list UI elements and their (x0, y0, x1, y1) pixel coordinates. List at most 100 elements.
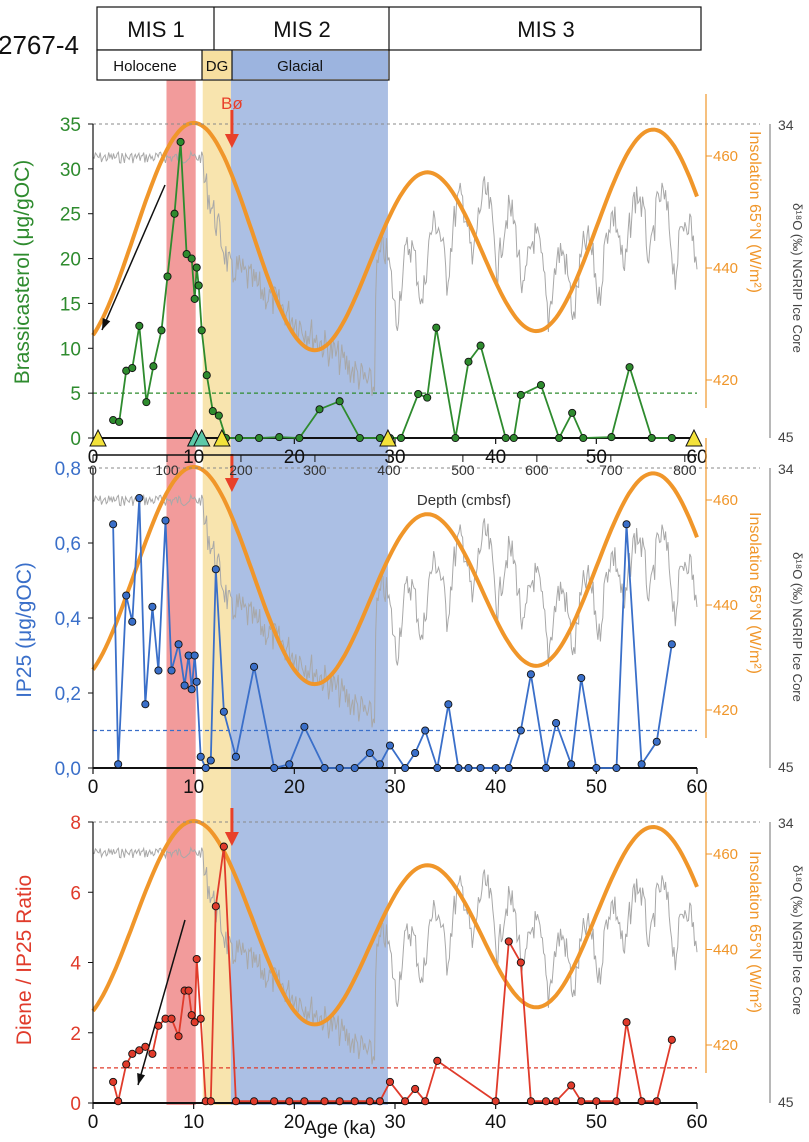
data-point-middle (476, 763, 485, 773)
y-tick-label-top: 20 (60, 250, 81, 271)
ngrip-axis-title-middle: δ¹⁸O (‰) NGRIP Ice Core (790, 552, 805, 702)
data-point-middle (300, 722, 309, 731)
trend-arrow-line (137, 919, 186, 1086)
insolation-curve-middle (91, 464, 699, 687)
data-point-bottom (190, 1018, 199, 1027)
trend-arrow-head (102, 318, 111, 330)
y-tick-label-middle: 0,8 (55, 459, 81, 480)
insolation-tick-label-middle: 420 (713, 702, 738, 719)
data-point-middle (135, 493, 144, 503)
data-point-middle (148, 602, 157, 611)
depth-tick-label: 500 (451, 462, 475, 478)
data-point-top (625, 363, 634, 372)
data-point-middle (180, 681, 189, 690)
data-point-middle (541, 763, 551, 773)
series-layer (89, 137, 703, 1106)
data-point-top (202, 371, 211, 380)
data-point-bottom (577, 1097, 586, 1106)
data-point-bottom (320, 1097, 329, 1106)
data-point-bottom (122, 1060, 131, 1069)
data-point-top (315, 405, 324, 414)
depth-tick-label: 200 (229, 462, 253, 478)
glacial-label: Glacial (277, 58, 323, 75)
insolation-tick-label-bottom: 460 (713, 846, 738, 863)
data-point-middle (201, 763, 210, 773)
event-arrow-head-bottom (224, 832, 239, 846)
insolation-tick-label-top: 420 (713, 372, 738, 389)
x-tick-label-bottom: 30 (384, 1112, 405, 1133)
data-point-middle (122, 591, 131, 600)
data-point-middle (109, 520, 118, 529)
mis-header-frame (96, 6, 702, 51)
core-label: 2767-4 (0, 30, 79, 60)
x-tick-label-bottom: 0 (88, 1112, 99, 1133)
ngrip-tick-label-top: 45 (778, 429, 794, 445)
data-point-bottom (174, 1032, 183, 1041)
data-point-middle (211, 565, 220, 574)
mis3-label: MIS 3 (517, 17, 574, 42)
data-point-top (555, 433, 564, 443)
y-tick-label-middle: 0,6 (55, 534, 81, 555)
data-point-middle (270, 763, 279, 773)
data-point-middle (401, 763, 410, 773)
x-tick-label-top: 10 (183, 447, 204, 468)
data-point-middle (464, 763, 473, 773)
y-tick-label-top: 30 (60, 160, 81, 181)
data-point-top (414, 389, 423, 399)
event-arrow-head-middle (224, 478, 239, 492)
depth-tick-label: 600 (525, 462, 549, 478)
x-tick-label-bottom: 20 (284, 1112, 305, 1133)
x-tick-label-top: 60 (686, 447, 707, 468)
data-point-bottom (148, 1049, 157, 1058)
data-point-top (135, 321, 144, 330)
y-tick-label-middle: 0,0 (55, 759, 81, 780)
y-tick-label-middle: 0,2 (55, 684, 81, 705)
x-tick-label-middle: 50 (586, 777, 607, 798)
data-point-middle (652, 737, 661, 746)
tie-point-triangle (89, 428, 107, 447)
x-tick-label-middle: 30 (384, 777, 405, 798)
data-point-middle (154, 666, 163, 675)
x-tick-label-middle: 40 (485, 777, 506, 798)
ngrip-tick-label-middle: 34 (778, 461, 794, 477)
data-point-top (647, 433, 656, 443)
data-point-bottom (196, 1014, 205, 1023)
y-tick-label-bottom: 4 (70, 954, 81, 975)
data-point-middle (516, 726, 525, 735)
climate-bands (166, 80, 388, 1105)
tie-point-triangle (685, 428, 703, 447)
x-tick-label-middle: 0 (88, 777, 99, 798)
data-point-bottom (187, 1011, 196, 1020)
data-point-bottom (567, 1081, 576, 1090)
y-tick-label-top: 25 (60, 205, 81, 226)
data-point-middle (637, 760, 646, 769)
data-point-bottom (433, 1056, 442, 1065)
data-point-top (568, 408, 577, 417)
data-point-middle (161, 516, 170, 525)
data-point-bottom (385, 1077, 395, 1086)
tie-point-triangle (379, 428, 397, 447)
data-point-top (476, 341, 485, 350)
y-tick-label-top: 5 (70, 384, 81, 405)
data-point-top (423, 393, 432, 402)
y-tick-label-top: 10 (60, 339, 81, 360)
y-tick-label-bottom: 6 (70, 883, 81, 904)
data-point-top (208, 407, 217, 416)
data-point-top (234, 433, 244, 443)
data-point-bottom (375, 1097, 384, 1106)
mis1-label: MIS 1 (127, 17, 184, 42)
insolation-tick-label-middle: 460 (713, 492, 738, 509)
data-point-top (163, 272, 172, 281)
depth-axis-label: Depth (cmbsf) (417, 492, 511, 509)
data-point-middle (444, 700, 453, 709)
data-point-bottom (231, 1097, 240, 1106)
data-point-bottom (541, 1097, 551, 1106)
data-point-top (501, 433, 510, 443)
data-point-middle (385, 741, 395, 750)
ngrip-curve-top (92, 150, 698, 396)
data-point-top (142, 398, 151, 407)
bolling-label: Bø (221, 94, 243, 113)
data-point-bottom (622, 1018, 631, 1027)
data-point-middle (612, 763, 621, 773)
event-arrow-head-top (224, 134, 239, 148)
